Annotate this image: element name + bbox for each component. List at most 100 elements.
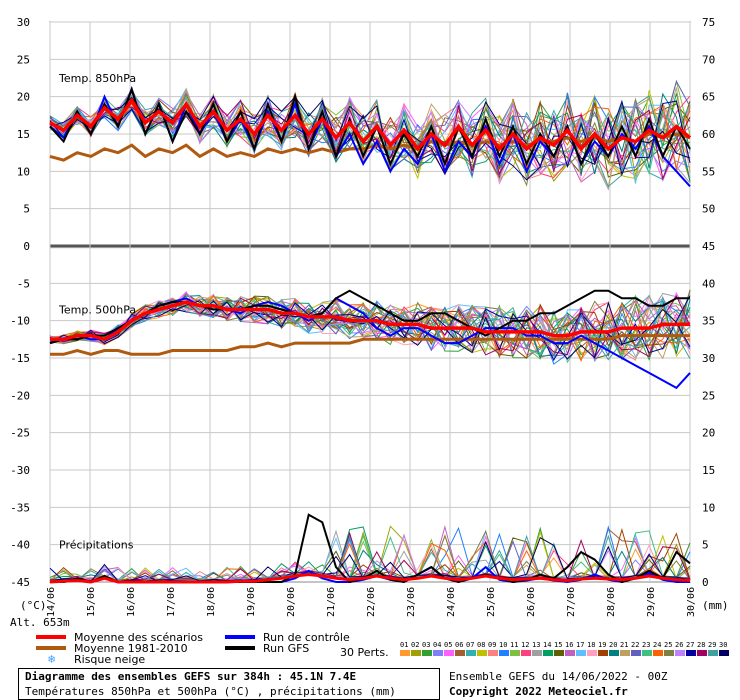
- pert-swatch: [686, 650, 696, 656]
- pert-swatch: [444, 650, 454, 656]
- pert-swatch: [675, 650, 685, 656]
- pert-swatch: [466, 650, 476, 656]
- pert-id-label: 17: [576, 641, 584, 649]
- pert-id-label: 06: [455, 641, 463, 649]
- pert-swatch: [719, 650, 729, 656]
- pert-swatch: [543, 650, 553, 656]
- right-unit-label: (mm): [702, 599, 729, 612]
- altitude-label: Alt. 653m: [10, 616, 70, 629]
- gfs-850-line: [49, 86, 691, 167]
- pert-id-label: 30: [719, 641, 727, 649]
- axis-ticks: 302520151050-5-10-15-20-25-30-35-40-4575…: [10, 16, 715, 617]
- pert-swatch: [554, 650, 564, 656]
- pert-swatch: [664, 650, 674, 656]
- left-tick-label: 15: [17, 128, 30, 141]
- chart-series: [49, 79, 692, 584]
- left-tick-label: -35: [10, 501, 30, 514]
- pert-id-label: 05: [444, 641, 452, 649]
- pert-swatch: [708, 650, 718, 656]
- pert-id-label: 12: [521, 641, 529, 649]
- right-tick-label-precip: 10: [702, 501, 715, 514]
- pert-id-label: 22: [631, 641, 639, 649]
- pert-id-label: 16: [565, 641, 573, 649]
- left-tick-label: 10: [17, 165, 30, 178]
- left-tick-label: 25: [17, 53, 30, 66]
- pert-swatch: [697, 650, 707, 656]
- pert-swatch: [422, 650, 432, 656]
- ensemble-member-850: [49, 91, 691, 183]
- left-tick-label: -40: [10, 539, 30, 552]
- date-tick-label: 15/06: [86, 587, 97, 617]
- mean-precip-line: [49, 572, 691, 584]
- ensemble-member-850: [49, 100, 691, 172]
- date-tick-label: 27/06: [566, 587, 577, 617]
- legend-label: Moyenne des scénarios: [74, 631, 203, 644]
- left-tick-label: -10: [10, 315, 30, 328]
- perts-label: 30 Perts.: [340, 646, 389, 659]
- right-tick-label-precip: 0: [702, 576, 709, 589]
- pert-id-label: 29: [708, 641, 716, 649]
- ensemble-member-precip: [49, 531, 691, 583]
- pert-id-label: 04: [433, 641, 441, 649]
- date-tick-label: 20/06: [286, 587, 297, 617]
- legend-label: Risque neige: [74, 653, 145, 666]
- date-tick-label: 18/06: [206, 587, 217, 617]
- pert-id-label: 21: [620, 641, 628, 649]
- pert-swatch: [411, 650, 421, 656]
- left-tick-label: -5: [17, 277, 30, 290]
- left-tick-label: 5: [23, 203, 30, 216]
- date-tick-label: 28/06: [606, 587, 617, 617]
- left-tick-label: -30: [10, 464, 30, 477]
- date-tick-label: 14/06: [46, 587, 57, 617]
- right-tick-label-precip: 15: [702, 464, 715, 477]
- right-tick-label-850: 65: [702, 91, 715, 104]
- date-tick-label: 25/06: [486, 587, 497, 617]
- pert-id-label: 03: [422, 641, 430, 649]
- pert-id-label: 08: [477, 641, 485, 649]
- climatology-500-line: [50, 334, 690, 356]
- legend-label: Run de contrôle: [263, 631, 350, 644]
- legend-label: Moyenne 1981-2010: [74, 642, 188, 655]
- panel-label-precip: Précipitations: [59, 539, 134, 552]
- right-tick-label-850: 70: [702, 53, 715, 66]
- pert-id-label: 20: [609, 641, 617, 649]
- pert-id-label: 10: [499, 641, 507, 649]
- left-tick-label: -45: [10, 576, 30, 589]
- pert-id-label: 15: [554, 641, 562, 649]
- gfs-500-line: [49, 289, 690, 345]
- pert-id-label: 19: [598, 641, 606, 649]
- pert-id-label: 23: [642, 641, 650, 649]
- pert-swatch: [576, 650, 586, 656]
- left-tick-label: 30: [17, 16, 30, 29]
- pert-swatch: [521, 650, 531, 656]
- left-tick-label: 20: [17, 91, 30, 104]
- right-tick-label-850: 75: [702, 16, 715, 29]
- ensemble-member-850: [49, 91, 691, 179]
- pert-id-label: 02: [411, 641, 419, 649]
- right-tick-label-precip: 5: [702, 539, 709, 552]
- run-info: Ensemble GEFS du 14/06/2022 - 00Z: [449, 670, 668, 683]
- date-tick-label: 24/06: [446, 587, 457, 617]
- pert-swatch: [565, 650, 575, 656]
- chart-subtitle: Températures 850hPa et 500hPa (°C) , pré…: [25, 685, 396, 698]
- pert-id-label: 09: [488, 641, 496, 649]
- climatology-850-line: [49, 132, 691, 162]
- pert-swatch: [598, 650, 608, 656]
- pert-swatch: [400, 650, 410, 656]
- snow-icon: ❄: [48, 652, 55, 666]
- date-tick-label: 29/06: [646, 587, 657, 617]
- pert-id-label: 18: [587, 641, 595, 649]
- left-tick-label: 0: [23, 240, 30, 253]
- pert-id-label: 24: [653, 641, 661, 649]
- pert-swatch: [653, 650, 663, 656]
- right-tick-label-850: 60: [702, 128, 715, 141]
- right-tick-label-850: 45: [702, 240, 715, 253]
- pert-swatch: [510, 650, 520, 656]
- pert-swatch: [433, 650, 443, 656]
- date-tick-label: 23/06: [406, 587, 417, 617]
- date-tick-label: 26/06: [526, 587, 537, 617]
- pert-id-label: 28: [697, 641, 705, 649]
- right-tick-label-500: 30: [702, 352, 715, 365]
- mean-850-line: [49, 97, 692, 152]
- pert-id-label: 13: [532, 641, 540, 649]
